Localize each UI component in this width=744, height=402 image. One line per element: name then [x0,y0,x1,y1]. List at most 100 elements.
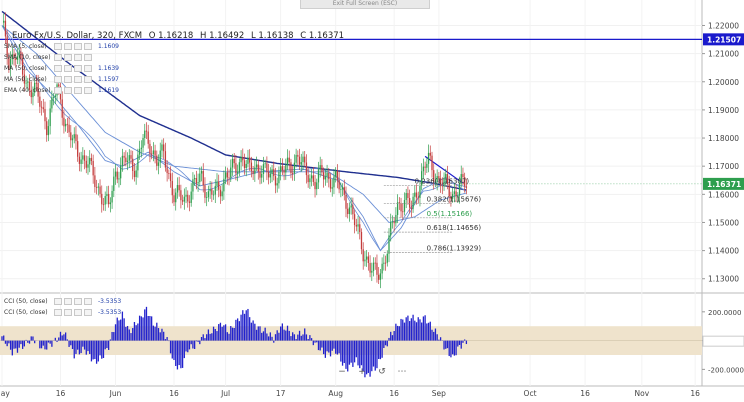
candle-body [89,157,91,165]
candle-body [462,174,464,178]
legend-toggle-icon[interactable] [74,298,82,305]
candle-body [101,193,103,205]
legend-toggle-icon[interactable] [84,43,92,50]
legend-toggle-icon[interactable] [84,76,92,83]
y-tick-label: 1.15000 [708,218,739,227]
exit-fullscreen-button[interactable]: Exit Full Screen (ESC) [300,0,430,9]
legend-toggle-icon[interactable] [74,87,82,94]
legend-toggle-icon[interactable] [54,76,62,83]
legend-toggle-icon[interactable] [74,76,82,83]
legend-toggle-icon[interactable] [74,54,82,61]
candle-body [421,171,423,186]
legend-toggle-icon[interactable] [64,54,72,61]
indicator-legend-name: MA (50, close) [4,76,47,83]
candle-body [49,108,51,127]
candle-body [224,172,227,179]
cci-legend-buttons[interactable] [54,309,92,316]
candle-body [310,175,313,179]
grid [0,0,744,387]
cci-legend-row[interactable]: CCI (50, close) -3.5353 [4,298,121,305]
legend-toggle-icon[interactable] [54,54,62,61]
legend-toggle-icon[interactable] [64,87,72,94]
reset-icon[interactable]: ↺ [378,367,386,377]
indicator-legend-buttons[interactable] [54,65,92,72]
indicator-legend-row[interactable]: MA (50, close) 1.1639 [4,65,119,72]
candle-body [47,126,50,136]
legend-toggle-icon[interactable] [64,298,72,305]
candle-body [116,171,118,180]
candle-body [312,175,314,182]
legend-toggle-icon[interactable] [74,43,82,50]
legend-toggle-icon[interactable] [84,309,92,316]
indicator-legend-buttons[interactable] [54,43,92,50]
legend-toggle-icon[interactable] [64,43,72,50]
indicator-legend-row[interactable]: MA (50, close) 1.1597 [4,76,119,83]
candle-body [209,189,211,192]
indicator-legend-row[interactable]: SMA (5, close) 1.1609 [4,43,119,50]
candle-body [365,256,368,260]
candle-body [267,172,270,178]
candle-body [386,253,388,263]
indicator-legend-buttons[interactable] [54,76,92,83]
legend-toggle-icon[interactable] [64,76,72,83]
plus-icon[interactable]: + [358,367,366,377]
settings-icon[interactable]: ⋯ [397,367,407,377]
level-price-tag [703,33,744,46]
legend-toggle-icon[interactable] [54,298,62,305]
candle-body [283,170,285,173]
cci-legend-row[interactable]: CCI (50, close) -3.5353 [4,309,121,316]
cci-legend-value: -3.5353 [98,309,122,316]
indicator-legend-row[interactable]: EMA (40, close) 1.1619 [4,87,119,94]
y-tick-label: 1.19000 [708,106,739,115]
candle-body [317,169,320,183]
candle-body [39,96,41,107]
legend-toggle-icon[interactable] [84,298,92,305]
candle-body [178,185,180,191]
candle-body [230,167,232,178]
candle-body [137,154,139,171]
candle-body [16,56,19,60]
legend-toggle-icon[interactable] [74,309,82,316]
legend-toggle-icon[interactable] [54,309,62,316]
candle-body [175,192,177,203]
indicator-legend-buttons[interactable] [54,54,92,61]
candle-body [21,58,24,75]
candle-body [300,162,302,165]
legend-toggle-icon[interactable] [54,43,62,50]
level-price-label: 1.21507 [707,35,741,44]
candle-body [211,189,213,195]
indicator-legend-value: 1.1619 [98,87,119,94]
candle-body [54,95,56,98]
candle-body [451,193,454,199]
legend-toggle-icon[interactable] [84,54,92,61]
candle-body [257,164,259,172]
candle-body [212,194,215,196]
x-tick-label: Jul [220,389,230,398]
candle-body [192,179,194,192]
candle-body [360,231,363,250]
candle-body [410,207,413,209]
indicator-legend-buttons[interactable] [54,87,92,94]
legend-toggle-icon[interactable] [74,65,82,72]
indicator-legend-row[interactable]: SMA (10, close) [4,54,98,61]
y-tick-label: 1.14000 [708,247,739,256]
candle-body [70,132,72,141]
legend-toggle-icon[interactable] [64,309,72,316]
axes: 1.22000 1.21000 1.20000 1.19000 1.18000 1.170… [0,21,744,398]
candle-body [126,160,129,163]
candle-body [383,262,385,264]
legend-toggle-icon[interactable] [84,87,92,94]
candle-body [429,152,431,156]
legend-toggle-icon[interactable] [84,65,92,72]
candle-body [398,202,400,204]
legend-toggle-icon[interactable] [64,65,72,72]
legend-toggle-icon[interactable] [54,87,62,94]
cci-legend-buttons[interactable] [54,298,92,305]
legend-toggle-icon[interactable] [54,65,62,72]
minus-icon[interactable]: − [338,367,346,377]
candle-body [236,172,239,174]
candle-body [75,134,77,142]
cci-histogram [1,306,468,378]
